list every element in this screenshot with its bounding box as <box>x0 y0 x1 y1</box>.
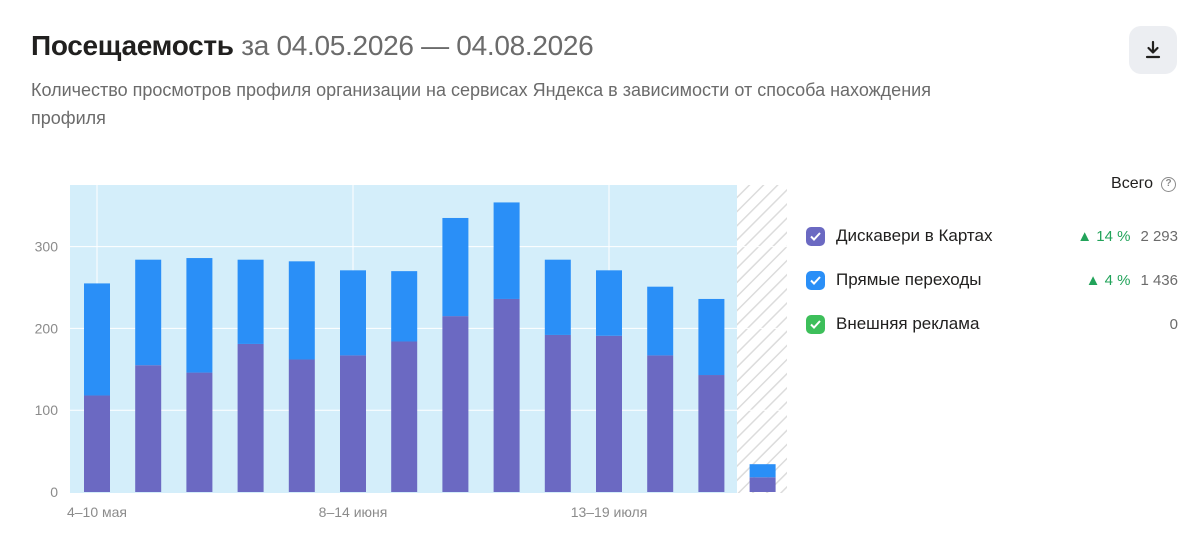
bar-segment-discovery[interactable] <box>84 395 110 492</box>
legend-total: 1 436 <box>1140 271 1178 289</box>
y-tick-label: 0 <box>50 484 58 500</box>
legend-change: ▲ 14 % <box>1077 227 1131 245</box>
bar-segment-direct[interactable] <box>544 259 571 335</box>
title-main: Посещаемость <box>31 30 234 61</box>
bar-segment-discovery[interactable] <box>135 365 162 492</box>
legend-item-direct[interactable]: Прямые переходы ▲ 4 % 1 436 <box>806 258 1178 302</box>
page-title: Посещаемость за 04.05.2026 — 04.08.2026 <box>31 28 594 64</box>
checkbox-icon[interactable] <box>806 226 825 246</box>
bar-segment-direct[interactable] <box>391 271 418 342</box>
y-tick-label: 100 <box>35 402 59 418</box>
legend-item-discovery[interactable]: Дискавери в Картах ▲ 14 % 2 293 <box>806 214 1178 258</box>
totals-header: Всего ? <box>1060 175 1176 193</box>
bar-segment-discovery[interactable] <box>237 343 264 492</box>
bar-segment-direct[interactable] <box>84 283 110 396</box>
download-button[interactable] <box>1129 26 1177 74</box>
bar-segment-direct[interactable] <box>749 464 776 478</box>
bar-segment-direct[interactable] <box>237 259 264 344</box>
legend-label: Дискавери в Картах <box>836 226 993 245</box>
bar-segment-discovery[interactable] <box>391 341 418 492</box>
y-tick-label: 200 <box>35 320 59 336</box>
legend-total: 2 293 <box>1140 227 1178 245</box>
bar-segment-discovery[interactable] <box>647 355 674 492</box>
bar-segment-discovery[interactable] <box>340 355 366 492</box>
y-tick-label: 300 <box>35 239 59 255</box>
bar-segment-discovery[interactable] <box>596 335 622 492</box>
bar-segment-direct[interactable] <box>442 217 469 317</box>
stacked-bar-chart: 0 100 200 300 4–10 мая 8–14 июня 13–19 июля <box>35 185 787 520</box>
bar-segment-discovery[interactable] <box>442 316 469 492</box>
x-tick-label: 8–14 июня <box>319 504 388 520</box>
bar-segment-discovery[interactable] <box>749 477 776 492</box>
legend: Дискавери в Картах ▲ 14 % 2 293 Прямые п… <box>806 214 1178 346</box>
bar-segment-discovery[interactable] <box>698 375 725 492</box>
chart-subtitle: Количество просмотров профиля организаци… <box>31 80 931 128</box>
bar-segment-direct[interactable] <box>135 259 162 366</box>
legend-total: 0 <box>1169 315 1178 333</box>
legend-label: Прямые переходы <box>836 270 982 289</box>
bar-segment-direct[interactable] <box>493 202 520 299</box>
x-tick-label: 4–10 мая <box>67 504 127 520</box>
bar-segment-direct[interactable] <box>288 261 315 360</box>
bar-segment-direct[interactable] <box>340 270 366 356</box>
legend-item-ads[interactable]: Внешняя реклама 0 <box>806 302 1178 346</box>
bar-segment-direct[interactable] <box>647 286 674 356</box>
incomplete-period-area <box>737 185 787 493</box>
bar-segment-direct[interactable] <box>698 298 725 376</box>
checkbox-icon[interactable] <box>806 270 825 290</box>
bar-segment-discovery[interactable] <box>288 359 315 492</box>
bar-segment-discovery[interactable] <box>544 334 571 492</box>
bar-segment-direct[interactable] <box>186 258 213 373</box>
bar-segment-discovery[interactable] <box>186 372 213 492</box>
legend-change: ▲ 4 % <box>1085 271 1131 289</box>
x-tick-label: 13–19 июля <box>571 504 648 520</box>
bar-segment-direct[interactable] <box>596 270 622 336</box>
legend-label: Внешняя реклама <box>836 314 980 333</box>
question-circle-icon[interactable]: ? <box>1161 176 1176 192</box>
checkbox-icon[interactable] <box>806 314 825 334</box>
bar-segment-discovery[interactable] <box>493 298 520 492</box>
download-icon <box>1145 40 1161 59</box>
totals-header-label: Всего <box>1111 175 1153 192</box>
date-range: за 04.05.2026 — 04.08.2026 <box>241 30 594 61</box>
